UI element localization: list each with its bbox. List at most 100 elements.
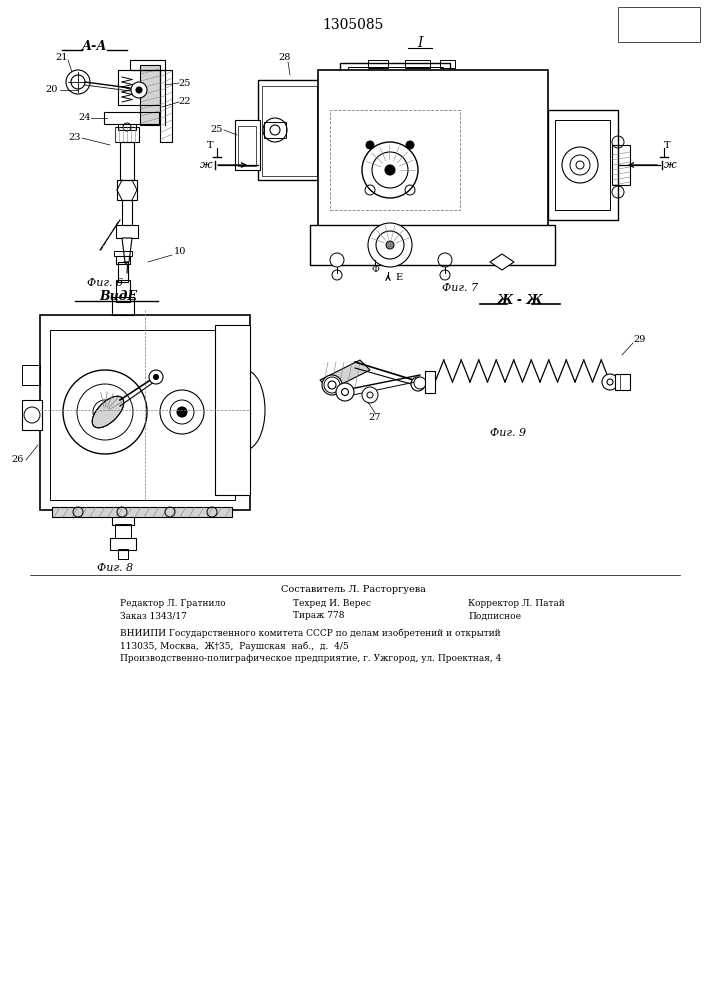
Bar — [104, 112, 159, 124]
Bar — [160, 70, 172, 142]
Bar — [22, 400, 42, 430]
Text: 22: 22 — [179, 98, 192, 106]
Ellipse shape — [92, 396, 124, 428]
Text: Ж - Ж: Ж - Ж — [496, 294, 544, 306]
Text: 1305085: 1305085 — [322, 18, 384, 32]
Bar — [488, 85, 503, 100]
Circle shape — [170, 400, 194, 424]
Bar — [114, 251, 132, 256]
Text: 25: 25 — [211, 125, 223, 134]
Circle shape — [607, 379, 613, 385]
Text: 25: 25 — [179, 79, 191, 88]
Text: Составитель Л. Расторгуева: Составитель Л. Расторгуева — [281, 585, 426, 594]
Bar — [112, 507, 134, 525]
Circle shape — [366, 141, 374, 149]
Circle shape — [66, 70, 90, 94]
Bar — [500, 87, 520, 98]
Polygon shape — [320, 360, 370, 390]
Text: Фиг. 9: Фиг. 9 — [490, 428, 526, 438]
Text: ж: ж — [200, 160, 213, 170]
Bar — [425, 371, 435, 393]
Bar — [22, 365, 40, 385]
Bar — [110, 538, 136, 550]
Circle shape — [336, 383, 354, 401]
Bar — [215, 325, 250, 495]
Text: Редактор Л. Гратнило: Редактор Л. Гратнило — [120, 598, 226, 607]
Text: 28: 28 — [279, 53, 291, 62]
Bar — [368, 60, 388, 68]
Circle shape — [414, 377, 426, 389]
Circle shape — [177, 407, 187, 417]
Text: T: T — [664, 140, 670, 149]
Circle shape — [263, 118, 287, 142]
Bar — [50, 330, 235, 500]
Bar — [310, 225, 555, 265]
Text: ВидЕ: ВидЕ — [99, 290, 137, 304]
Text: Производственно-полиграфическое предприятие, г. Ужгород, ул. Проектная, 4: Производственно-полиграфическое предприя… — [120, 654, 501, 663]
Text: T: T — [206, 140, 214, 149]
Circle shape — [376, 231, 404, 259]
Bar — [348, 67, 443, 112]
Text: Фиг. 6: Фиг. 6 — [87, 278, 123, 288]
Bar — [262, 86, 317, 176]
Polygon shape — [615, 374, 630, 390]
Bar — [330, 110, 460, 210]
Polygon shape — [490, 254, 514, 270]
Circle shape — [136, 87, 142, 93]
Circle shape — [149, 370, 163, 384]
Bar — [405, 60, 430, 68]
Text: Техред И. Верес: Техред И. Верес — [293, 598, 371, 607]
Text: 113035, Москва,  Ж†35,  Раушская  наб.,  д.  4/5: 113035, Москва, Ж†35, Раушская наб., д. … — [120, 641, 349, 651]
Text: А-А: А-А — [82, 39, 107, 52]
Bar — [555, 120, 610, 210]
Text: 27: 27 — [369, 414, 381, 422]
Text: 21: 21 — [56, 53, 69, 62]
Text: Фиг. 7: Фиг. 7 — [442, 283, 478, 293]
Circle shape — [411, 377, 425, 391]
Bar — [318, 70, 548, 230]
Bar — [112, 297, 134, 315]
Bar — [238, 126, 256, 166]
Text: ВНИИПИ Государственного комитета СССР по делам изобретений и открытий: ВНИИПИ Государственного комитета СССР по… — [120, 628, 501, 638]
Text: Φ: Φ — [371, 264, 379, 273]
Circle shape — [330, 253, 344, 267]
Circle shape — [71, 75, 85, 89]
Circle shape — [131, 82, 147, 98]
Text: 10: 10 — [174, 247, 186, 256]
Circle shape — [77, 384, 133, 440]
Bar — [618, 7, 700, 42]
Bar — [122, 200, 132, 225]
Circle shape — [386, 241, 394, 249]
Text: Фиг. 8: Фиг. 8 — [97, 563, 133, 573]
Text: 20: 20 — [46, 86, 58, 95]
Text: Тираж 778: Тираж 778 — [293, 611, 344, 620]
Circle shape — [368, 223, 412, 267]
Bar — [40, 315, 250, 510]
Circle shape — [160, 390, 204, 434]
Circle shape — [153, 374, 158, 379]
Circle shape — [322, 375, 342, 395]
Bar — [117, 180, 137, 200]
Text: 23: 23 — [69, 133, 81, 142]
Bar — [52, 507, 232, 517]
Bar — [118, 262, 128, 282]
Bar — [116, 225, 138, 238]
Bar — [258, 80, 323, 180]
Text: 26: 26 — [12, 456, 24, 464]
Text: Подписное: Подписное — [468, 611, 521, 620]
Bar — [115, 524, 131, 538]
Circle shape — [93, 400, 117, 424]
Bar — [118, 549, 128, 559]
Bar — [118, 70, 160, 105]
Bar — [120, 142, 134, 180]
Circle shape — [63, 370, 147, 454]
Text: Корректор Л. Патай: Корректор Л. Патай — [468, 598, 565, 607]
Circle shape — [100, 407, 110, 417]
Bar — [264, 122, 286, 138]
Circle shape — [416, 381, 421, 386]
Text: 24: 24 — [78, 113, 91, 122]
Circle shape — [328, 381, 336, 389]
Bar — [440, 60, 455, 68]
Bar — [450, 80, 490, 105]
Bar — [612, 145, 630, 185]
